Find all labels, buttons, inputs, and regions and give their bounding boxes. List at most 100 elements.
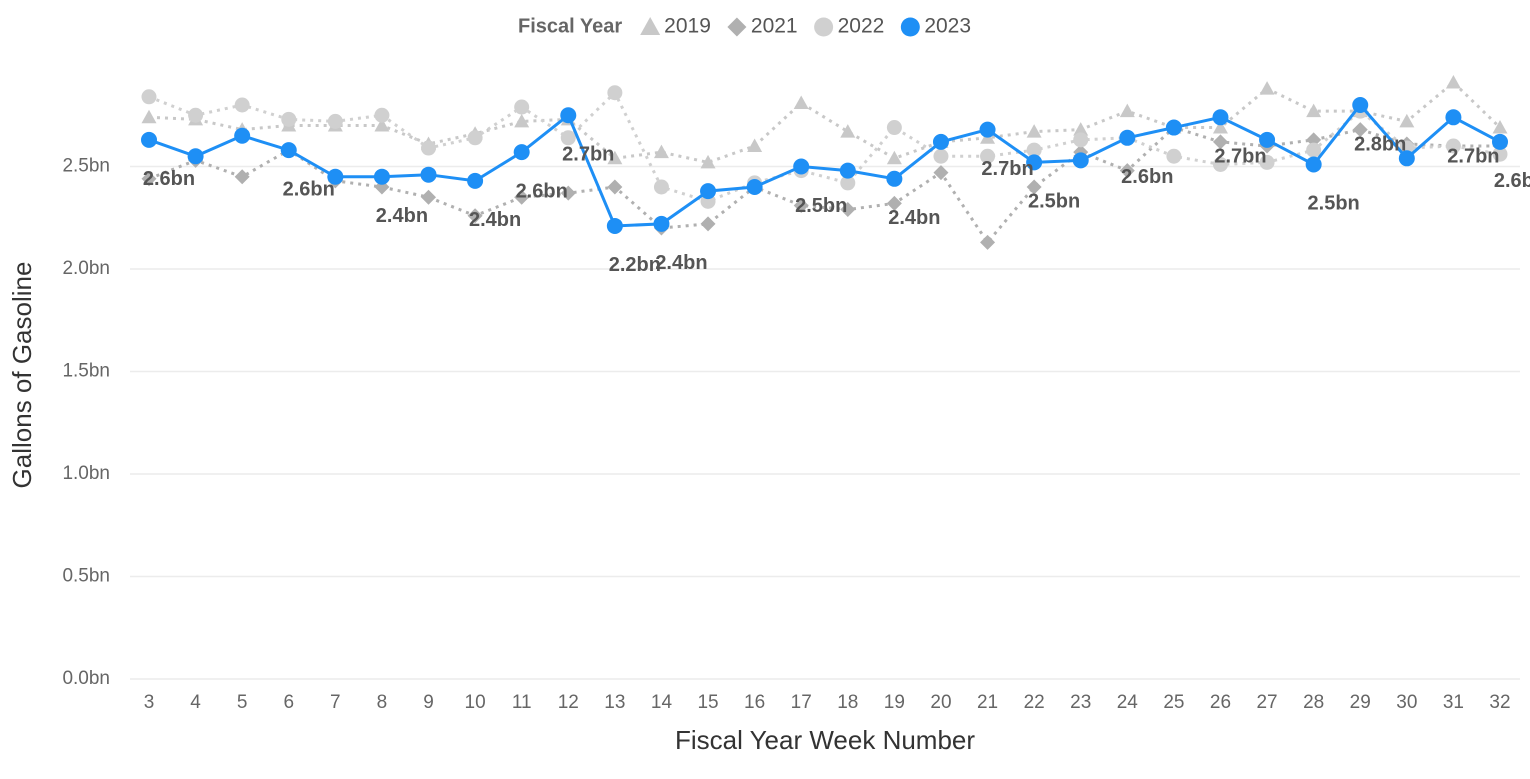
x-tick-label: 12: [558, 692, 579, 713]
point: [1352, 97, 1369, 113]
point: [840, 124, 856, 138]
x-tick-label: 11: [512, 692, 532, 713]
x-tick-label: 27: [1256, 692, 1277, 713]
x-tick-label: 21: [977, 692, 998, 713]
data-label: 2.6bn: [516, 180, 568, 202]
point: [793, 158, 810, 175]
x-tick-label: 14: [651, 692, 673, 713]
point: [141, 109, 157, 124]
point: [467, 130, 483, 146]
legend-label: 2021: [751, 15, 798, 38]
x-tick-label: 23: [1070, 692, 1091, 713]
x-tick-label: 6: [283, 692, 294, 713]
x-tick-label: 10: [465, 692, 486, 713]
point: [188, 107, 204, 123]
data-label: 2.4bn: [469, 209, 521, 231]
x-tick-label: 26: [1210, 692, 1231, 713]
point: [374, 107, 390, 123]
point: [514, 99, 530, 115]
x-tick-label: 19: [884, 692, 905, 713]
data-label: 2.2bn: [609, 254, 661, 276]
point: [1073, 132, 1089, 148]
point: [886, 170, 903, 187]
point: [1026, 179, 1042, 195]
point: [234, 97, 250, 113]
point: [1212, 134, 1228, 150]
x-tick-label: 4: [190, 692, 201, 713]
x-tick-label: 5: [237, 692, 248, 713]
point: [327, 113, 343, 129]
point: [1166, 148, 1182, 164]
point: [1398, 150, 1415, 167]
point: [467, 208, 483, 224]
point: [1212, 120, 1228, 134]
legend-marker: [814, 17, 834, 37]
point: [420, 166, 437, 183]
point: [1026, 142, 1042, 158]
point: [187, 148, 204, 165]
point: [1305, 156, 1322, 173]
data-label: 2.5bn: [795, 195, 847, 217]
x-tick-label: 8: [377, 692, 388, 713]
legend-marker: [640, 17, 661, 35]
point: [1445, 74, 1461, 89]
data-label: 2.7bn: [981, 158, 1033, 180]
y-tick-label: 1.0bn: [62, 463, 110, 484]
data-label: 2.6bn: [1494, 170, 1530, 192]
y-tick-label: 0.5bn: [62, 566, 110, 587]
data-label: 2.6bn: [283, 178, 335, 200]
point: [281, 111, 297, 127]
data-label: 2.6bn: [1121, 166, 1173, 188]
x-tick-label: 24: [1117, 692, 1139, 713]
point: [421, 140, 437, 156]
point: [374, 118, 390, 132]
x-tick-label: 22: [1024, 692, 1045, 713]
point: [932, 133, 949, 150]
point: [653, 215, 670, 232]
point: [141, 131, 157, 148]
point: [606, 217, 623, 234]
x-tick-label: 3: [144, 692, 155, 713]
x-tick-label: 17: [791, 692, 812, 713]
point: [1306, 103, 1322, 118]
legend-label: 2022: [838, 15, 885, 38]
data-label: 2.4bn: [376, 205, 428, 227]
point: [141, 89, 157, 105]
point: [700, 216, 716, 232]
point: [1492, 146, 1508, 162]
point: [886, 150, 902, 165]
data-label: 2.4bn: [655, 252, 707, 274]
point: [700, 154, 716, 169]
point: [1399, 113, 1415, 128]
x-tick-label: 32: [1489, 692, 1510, 713]
point: [327, 168, 344, 185]
point: [1026, 124, 1042, 138]
x-tick-label: 28: [1303, 692, 1324, 713]
point: [980, 148, 996, 164]
y-tick-label: 1.5bn: [62, 361, 110, 382]
point: [607, 179, 623, 195]
point: [513, 144, 530, 161]
legend-marker: [900, 17, 920, 37]
point: [1119, 103, 1135, 118]
series-line: [148, 125, 1500, 245]
point: [700, 183, 717, 200]
data-label: 2.7bn: [1214, 146, 1266, 168]
point: [1259, 81, 1275, 95]
point: [933, 148, 949, 164]
point: [560, 130, 576, 146]
point: [653, 179, 669, 195]
y-axis-label: Gallons of Gasoline: [7, 262, 37, 489]
point: [839, 162, 856, 179]
point: [234, 127, 251, 144]
legend-label: 2023: [924, 15, 971, 38]
x-axis-label: Fiscal Year Week Number: [675, 725, 975, 755]
point: [1259, 131, 1276, 148]
x-tick-label: 31: [1443, 692, 1464, 713]
point: [840, 175, 856, 191]
point: [1306, 142, 1322, 158]
data-label: 2.4bn: [888, 207, 940, 229]
point: [514, 189, 530, 205]
point: [141, 171, 157, 187]
point: [1306, 132, 1322, 148]
